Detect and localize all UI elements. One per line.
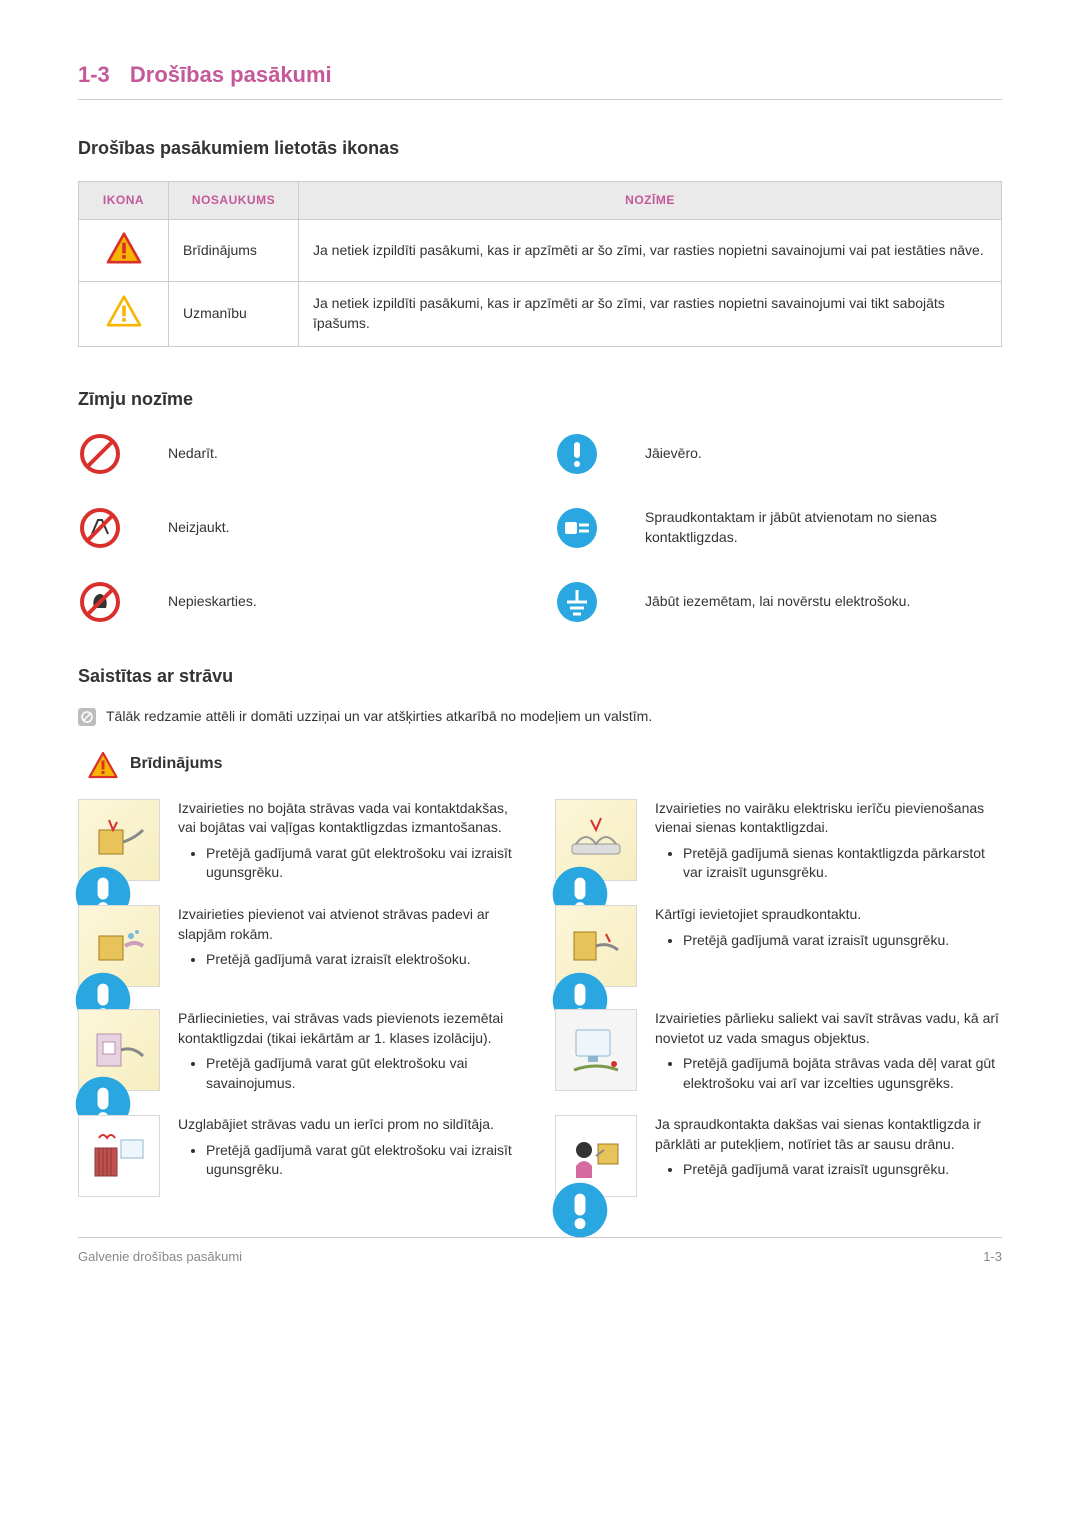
warning-icon — [88, 751, 118, 779]
item-bullet: Pretējā gadījumā sienas kontaktligzda pā… — [683, 844, 1002, 883]
table-row: Uzmanību Ja netiek izpildīti pasākumi, k… — [79, 282, 1002, 346]
row-name: Brīdinājums — [169, 219, 299, 282]
page-footer: Galvenie drošības pasākumi 1-3 — [78, 1237, 1002, 1266]
list-item: Pārliecinieties, vai strāvas vads pievie… — [78, 1009, 525, 1093]
subheading-power: Saistītas ar strāvu — [78, 664, 1002, 689]
sign-label: Jāievēro. — [645, 444, 1002, 464]
list-item: Kārtīgi ievietojiet spraudkontaktu. Pret… — [555, 905, 1002, 987]
item-thumb — [555, 1009, 637, 1091]
sign-label: Spraudkontaktam ir jābūt atvienotam no s… — [645, 508, 1002, 547]
list-item: Izvairieties pārlieku saliekt vai savīt … — [555, 1009, 1002, 1093]
row-meaning: Ja netiek izpildīti pasākumi, kas ir apz… — [299, 282, 1002, 346]
item-lead: Izvairieties no vairāku elektrisku ierīč… — [655, 799, 1002, 838]
note-row: Tālāk redzamie attēli ir domāti uzziņai … — [78, 707, 1002, 727]
item-lead: Izvairieties no bojāta strāvas vada vai … — [178, 799, 525, 838]
must-badge-icon — [73, 970, 95, 992]
table-row: Brīdinājums Ja netiek izpildīti pasākumi… — [79, 219, 1002, 282]
subheading-icons: Drošības pasākumiem lietotās ikonas — [78, 136, 1002, 161]
list-item: Ja spraudkontakta dakšas vai sienas kont… — [555, 1115, 1002, 1197]
item-thumb — [555, 905, 637, 987]
no-icon — [78, 432, 122, 476]
signs-grid: Nedarīt. Jāievēro. Neizjaukt. Spraudkont… — [78, 432, 1002, 624]
th-icon: Ikona — [79, 181, 169, 219]
footer-right: 1-3 — [983, 1248, 1002, 1266]
must-icon — [555, 432, 599, 476]
item-lead: Uzglabājiet strāvas vadu un ierīci prom … — [178, 1115, 525, 1135]
item-thumb — [555, 1115, 637, 1197]
warning-heading: Brīdinājums — [130, 753, 222, 775]
section-title-text: Drošības pasākumi — [130, 62, 332, 87]
must-badge-icon — [550, 864, 572, 886]
no-touch-icon — [78, 580, 122, 624]
item-bullet: Pretējā gadījumā varat gūt elektrošoku v… — [206, 1054, 525, 1093]
note-icon — [78, 708, 96, 726]
footer-left: Galvenie drošības pasākumi — [78, 1248, 242, 1266]
no-disassemble-icon — [78, 506, 122, 550]
item-lead: Izvairieties pārlieku saliekt vai savīt … — [655, 1009, 1002, 1048]
page-title: 1-3 Drošības pasākumi — [78, 60, 1002, 100]
warning-heading-row: Brīdinājums — [88, 751, 1002, 779]
item-lead: Kārtīgi ievietojiet spraudkontaktu. — [655, 905, 1002, 925]
item-bullet: Pretējā gadījumā varat izraisīt ugunsgrē… — [683, 1160, 1002, 1180]
item-thumb — [78, 1009, 160, 1091]
item-bullet: Pretējā gadījumā varat gūt elektrošoku v… — [206, 844, 525, 883]
item-bullet: Pretējā gadījumā varat izraisīt ugunsgrē… — [683, 931, 1002, 951]
row-meaning: Ja netiek izpildīti pasākumi, kas ir apz… — [299, 219, 1002, 282]
th-name: Nosaukums — [169, 181, 299, 219]
must-badge-icon — [550, 1180, 572, 1202]
must-badge-icon — [73, 864, 95, 886]
item-thumb — [78, 799, 160, 881]
sign-label: Jābūt iezemētam, lai novērstu elektrošok… — [645, 592, 1002, 612]
icon-table: Ikona Nosaukums Nozīme Brīdinājums — [78, 181, 1002, 347]
list-item: Uzglabājiet strāvas vadu un ierīci prom … — [78, 1115, 525, 1197]
unplug-icon — [555, 506, 599, 550]
row-name: Uzmanību — [169, 282, 299, 346]
item-thumb — [555, 799, 637, 881]
item-thumb — [78, 905, 160, 987]
item-lead: Pārliecinieties, vai strāvas vads pievie… — [178, 1009, 525, 1048]
must-badge-icon — [550, 970, 572, 992]
item-lead: Ja spraudkontakta dakšas vai sienas kont… — [655, 1115, 1002, 1154]
item-bullet: Pretējā gadījumā bojāta strāvas vada dēļ… — [683, 1054, 1002, 1093]
list-item: Izvairieties no vairāku elektrisku ierīč… — [555, 799, 1002, 883]
list-item: Izvairieties no bojāta strāvas vada vai … — [78, 799, 525, 883]
warning-icon — [79, 219, 169, 282]
th-meaning: Nozīme — [299, 181, 1002, 219]
caution-icon — [79, 282, 169, 346]
sign-label: Neizjaukt. — [168, 518, 525, 538]
item-bullet: Pretējā gadījumā varat gūt elektrošoku v… — [206, 1141, 525, 1180]
item-lead: Izvairieties pievienot vai atvienot strā… — [178, 905, 525, 944]
note-text: Tālāk redzamie attēli ir domāti uzziņai … — [106, 707, 652, 727]
section-number: 1-3 — [78, 62, 110, 87]
sign-label: Nedarīt. — [168, 444, 525, 464]
item-bullet: Pretējā gadījumā varat izraisīt elektroš… — [206, 950, 525, 970]
subheading-signs: Zīmju nozīme — [78, 387, 1002, 412]
warning-items: Izvairieties no bojāta strāvas vada vai … — [78, 799, 1002, 1198]
sign-label: Nepieskarties. — [168, 592, 525, 612]
must-badge-icon — [73, 1074, 95, 1096]
list-item: Izvairieties pievienot vai atvienot strā… — [78, 905, 525, 987]
item-thumb — [78, 1115, 160, 1197]
ground-icon — [555, 580, 599, 624]
